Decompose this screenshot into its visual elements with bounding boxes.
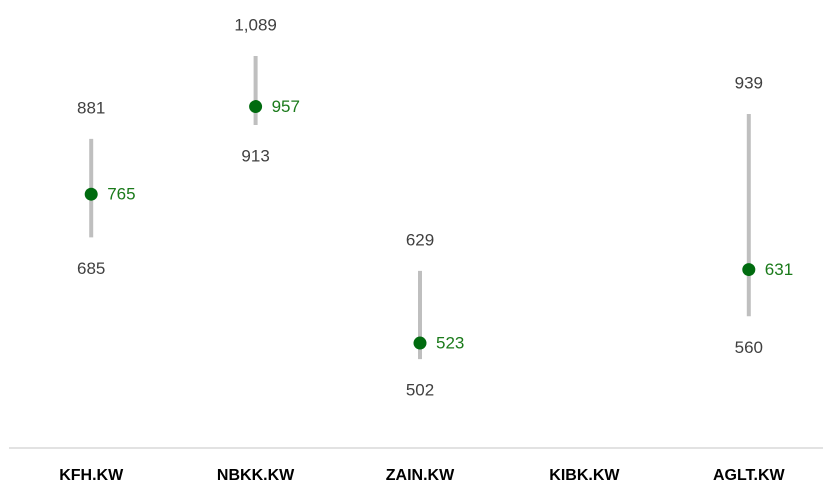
current-label: 957 bbox=[272, 97, 300, 116]
current-dot bbox=[249, 100, 263, 114]
current-label: 523 bbox=[436, 334, 464, 353]
low-label: 560 bbox=[735, 338, 763, 357]
x-tick-label: ZAIN.KW bbox=[386, 467, 455, 484]
x-tick-label: AGLT.KW bbox=[713, 467, 786, 484]
low-label: 685 bbox=[77, 259, 105, 278]
high-label: 1,089 bbox=[234, 15, 277, 34]
current-dot bbox=[413, 336, 427, 350]
low-label: 913 bbox=[241, 146, 269, 165]
high-label: 629 bbox=[406, 230, 434, 249]
x-tick-label: NBKK.KW bbox=[217, 467, 295, 484]
low-label: 502 bbox=[406, 381, 434, 400]
x-tick-label: KIBK.KW bbox=[549, 467, 620, 484]
current-label: 631 bbox=[765, 260, 793, 279]
high-label: 881 bbox=[77, 98, 105, 117]
current-dot bbox=[84, 187, 98, 201]
current-label: 765 bbox=[107, 185, 135, 204]
x-tick-label: KFH.KW bbox=[59, 467, 124, 484]
high-label: 939 bbox=[735, 73, 763, 92]
current-dot bbox=[742, 263, 756, 277]
